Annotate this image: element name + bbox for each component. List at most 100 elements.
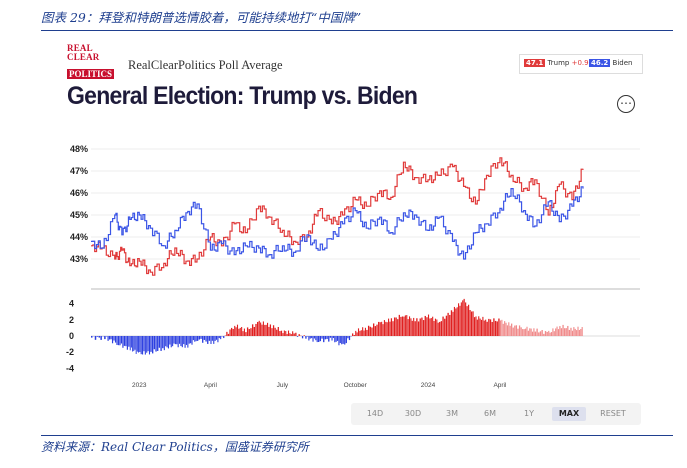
legend-biden[interactable]: 46.2 Biden	[589, 59, 632, 67]
spread-bar	[196, 336, 199, 341]
spread-bar	[556, 326, 558, 336]
spread-bar	[134, 336, 136, 350]
spread-bar	[139, 336, 141, 352]
spread-bar	[341, 336, 343, 345]
range-button-max[interactable]: MAX	[552, 407, 586, 421]
range-button-30d[interactable]: 30D	[404, 409, 422, 418]
range-button-6m[interactable]: 6M	[484, 409, 496, 418]
spread-bar	[241, 326, 243, 336]
spread-bar	[531, 331, 534, 336]
spread-bar	[371, 327, 373, 336]
spread-bar	[152, 336, 154, 354]
logo-line-3: POLITICS	[67, 69, 115, 79]
spread-bar	[176, 336, 178, 345]
spread-bar	[549, 332, 551, 336]
spread-bar	[429, 318, 431, 336]
spread-bar	[450, 310, 453, 336]
spread-bar	[456, 307, 458, 336]
spread-bar	[296, 336, 299, 337]
spread-bar	[404, 315, 406, 336]
spread-bar	[485, 319, 487, 336]
spread-bar	[437, 322, 439, 336]
spread-bar	[135, 336, 137, 354]
spread-bar	[550, 332, 553, 336]
spread-bar	[227, 333, 230, 336]
spread-bar	[486, 321, 488, 336]
spread-bar	[226, 331, 228, 336]
spread-bar	[383, 320, 385, 336]
spread-bar	[148, 336, 151, 355]
spread-bar	[472, 311, 474, 336]
spread-bar	[205, 336, 207, 342]
spread-bar	[260, 322, 262, 336]
spread-bar	[440, 321, 443, 336]
bottom-rule	[41, 435, 673, 436]
spread-bar	[211, 336, 213, 341]
spread-bar	[475, 316, 477, 336]
spread-bar	[466, 306, 468, 336]
spread-bar	[508, 322, 510, 336]
spread-bar	[286, 333, 288, 336]
page-title: General Election: Trump vs. Biden	[67, 82, 418, 110]
poll-average-title: RealClearPolitics Poll Average	[128, 58, 283, 72]
spread-bar	[162, 336, 164, 349]
spread-bar	[319, 336, 322, 342]
spread-bar	[445, 315, 448, 336]
spread-bar	[559, 326, 561, 336]
range-button-3m[interactable]: 3M	[446, 409, 458, 418]
spread-bar	[360, 330, 362, 336]
range-button-14d[interactable]: 14D	[366, 409, 384, 418]
spread-bar	[313, 336, 315, 339]
spread-bar	[468, 304, 470, 336]
spread-bar	[422, 320, 425, 336]
spread-bar	[163, 336, 165, 351]
spread-bar	[562, 324, 564, 336]
spread-bar	[578, 330, 580, 336]
legend-trump[interactable]: 47.1 Trump +0.9	[524, 59, 589, 67]
spread-bar	[305, 336, 307, 339]
spread-bar	[303, 335, 305, 336]
series-line-trump	[91, 157, 584, 276]
rcp-logo[interactable]: REAL CLEAR POLITICS	[67, 44, 115, 79]
spread-bar	[430, 318, 432, 336]
spread-bar	[567, 325, 569, 336]
spread-bar	[427, 314, 430, 336]
spread-bar	[393, 317, 396, 336]
spread-bar	[122, 336, 124, 348]
spread-bar	[133, 336, 135, 352]
spread-bar	[293, 333, 295, 336]
spread-bar	[522, 329, 524, 336]
spread-bar	[338, 336, 340, 346]
spread-bar	[329, 336, 332, 338]
spread-bar	[96, 336, 99, 337]
spread-bar	[357, 328, 360, 336]
range-button-reset[interactable]: RESET	[600, 409, 626, 418]
spread-bar	[458, 303, 460, 336]
spread-bar	[366, 329, 368, 336]
spread-bar	[147, 336, 149, 352]
spread-bar	[181, 336, 183, 348]
spread-bar	[382, 324, 384, 336]
spread-bar	[395, 317, 397, 336]
more-options-icon[interactable]: ⋯	[617, 95, 635, 113]
spread-bar	[136, 336, 138, 352]
spread-bar	[460, 302, 462, 336]
spread-bar	[538, 332, 540, 336]
spread-bar	[560, 328, 563, 336]
spread-bar	[374, 326, 377, 336]
spread-bar	[150, 336, 152, 352]
spread-bar	[342, 336, 344, 344]
spread-bar	[353, 334, 355, 336]
spread-bar	[553, 331, 555, 336]
spread-bar	[426, 317, 428, 336]
range-button-1y[interactable]: 1Y	[524, 409, 534, 418]
spread-bar	[386, 322, 388, 336]
spread-bar	[434, 318, 436, 336]
spread-bar	[144, 336, 146, 355]
spread-bar	[315, 336, 317, 341]
spread-bar	[192, 336, 194, 341]
spread-bar	[188, 336, 190, 344]
spread-bar	[220, 336, 222, 340]
spread-bar	[339, 336, 341, 344]
